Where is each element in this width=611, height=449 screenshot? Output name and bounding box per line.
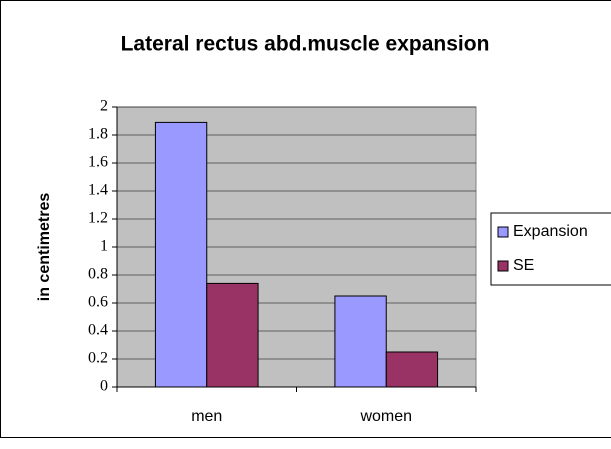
y-tick-label: 1 — [100, 238, 108, 255]
y-tick-label: 1.4 — [88, 182, 108, 199]
legend-label: SE — [513, 257, 534, 274]
legend-box — [490, 212, 611, 286]
bar — [154, 121, 208, 388]
y-tick-label: 1.8 — [88, 126, 108, 143]
y-tick-label: 2 — [100, 98, 108, 115]
bar — [334, 295, 387, 388]
y-tick-label: 0.2 — [88, 350, 108, 367]
chart-title: Lateral rectus abd.muscle expansion — [121, 33, 490, 56]
legend-swatch — [497, 226, 509, 238]
x-tick-label: men — [191, 408, 222, 425]
y-tick-label: 0.8 — [88, 266, 108, 283]
y-tick-label: 0 — [100, 378, 108, 395]
legend-label: Expansion — [513, 223, 588, 240]
legend-swatch — [497, 260, 509, 272]
bar — [206, 282, 259, 388]
y-tick-label: 0.4 — [88, 322, 108, 339]
x-tick-label: women — [359, 408, 412, 425]
bar — [385, 351, 439, 388]
y-tick-label: 0.6 — [88, 294, 108, 311]
y-axis-label: in centimetres — [36, 193, 53, 302]
y-tick-label: 1.2 — [88, 210, 108, 227]
y-tick-label: 1.6 — [88, 154, 108, 171]
